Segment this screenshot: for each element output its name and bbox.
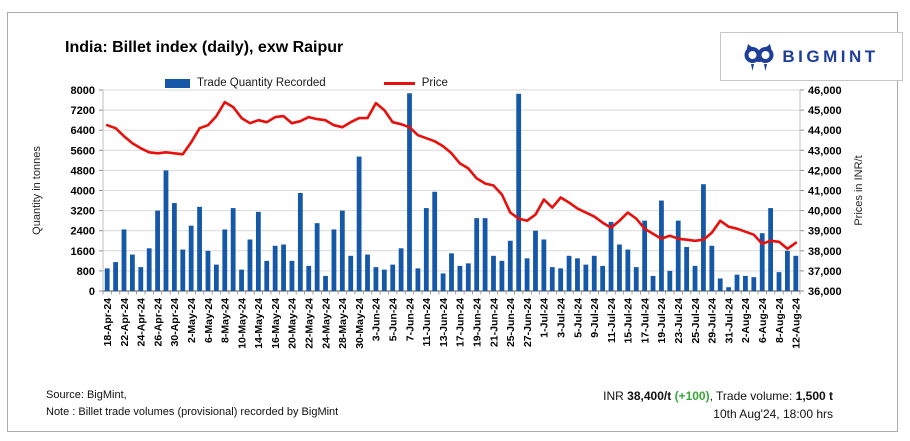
svg-text:12-Aug-24: 12-Aug-24	[791, 298, 803, 349]
svg-text:6-Aug-24: 6-Aug-24	[757, 298, 769, 343]
legend-item-trade-quantity: Trade Quantity Recorded	[165, 77, 326, 89]
svg-text:2400: 2400	[71, 226, 95, 238]
svg-text:16-May-24: 16-May-24	[270, 298, 282, 349]
svg-text:5-Jul-24: 5-Jul-24	[572, 298, 584, 338]
svg-text:8000: 8000	[71, 85, 95, 97]
svg-text:15-Jul-24: 15-Jul-24	[623, 298, 635, 344]
note-line: Note : Billet trade volumes (provisional…	[46, 406, 339, 418]
svg-text:29-Jul-24: 29-Jul-24	[707, 298, 719, 344]
bar-series-swatch	[165, 78, 190, 88]
svg-text:800: 800	[77, 266, 95, 278]
svg-text:Prices in INR/t: Prices in INR/t	[853, 155, 865, 225]
svg-text:25-Jun-24: 25-Jun-24	[505, 298, 517, 347]
svg-text:19-Jul-24: 19-Jul-24	[656, 298, 668, 344]
svg-text:3-Jun-24: 3-Jun-24	[371, 298, 383, 341]
bigmint-logo: BIGMINT	[720, 32, 903, 81]
svg-text:10-May-24: 10-May-24	[236, 298, 248, 349]
svg-text:42,000: 42,000	[808, 165, 842, 177]
svg-text:22-May-24: 22-May-24	[304, 298, 316, 349]
svg-text:46,000: 46,000	[808, 85, 842, 97]
price-line: INR 38,400/t (+100), Trade volume: 1,500…	[603, 389, 833, 403]
svg-text:4000: 4000	[71, 186, 95, 198]
svg-text:4800: 4800	[71, 165, 95, 177]
timestamp: 10th Aug'24, 18:00 hrs	[713, 407, 833, 421]
svg-text:20-May-24: 20-May-24	[287, 298, 299, 349]
svg-text:7-Jun-24: 7-Jun-24	[404, 298, 416, 341]
svg-text:5600: 5600	[71, 145, 95, 157]
svg-text:38,000: 38,000	[808, 246, 842, 258]
svg-text:41,000: 41,000	[808, 186, 842, 198]
line-series-swatch	[383, 81, 415, 85]
svg-text:39,000: 39,000	[808, 226, 842, 238]
svg-text:30-Apr-24: 30-Apr-24	[169, 298, 181, 347]
svg-text:45,000: 45,000	[808, 105, 842, 117]
svg-text:8-Aug-24: 8-Aug-24	[774, 298, 786, 343]
chart-legend: Trade Quantity Recorded Price	[165, 77, 448, 89]
price-change: (+100)	[674, 389, 710, 403]
svg-text:1-Jul-24: 1-Jul-24	[539, 298, 551, 338]
svg-text:14-May-24: 14-May-24	[253, 298, 265, 349]
svg-text:36,000: 36,000	[808, 286, 842, 298]
svg-text:9-Jul-24: 9-Jul-24	[589, 298, 601, 338]
svg-text:3-Jul-24: 3-Jul-24	[556, 298, 568, 338]
svg-text:6-May-24: 6-May-24	[203, 298, 215, 343]
volume-value: 1,500 t	[795, 389, 833, 403]
svg-text:8-May-24: 8-May-24	[220, 298, 232, 343]
svg-text:31-Jul-24: 31-Jul-24	[723, 298, 735, 344]
billet-index-chart: 0 36,000 800 37,000 1600 38,000 2400 39,000 3200…	[31, 85, 865, 349]
svg-text:11-Jul-24: 11-Jul-24	[606, 298, 618, 343]
svg-text:43,000: 43,000	[808, 145, 842, 157]
svg-text:0: 0	[89, 286, 95, 298]
svg-text:3200: 3200	[71, 206, 95, 218]
bigmint-owl-icon	[744, 43, 774, 71]
source-note: Source: BigMint, Note : Billet trade vol…	[46, 387, 338, 421]
svg-text:Quantity in tonnes: Quantity in tonnes	[31, 146, 43, 235]
legend-label: Price	[421, 77, 448, 89]
svg-text:40,000: 40,000	[808, 206, 842, 218]
latest-price-summary: INR 38,400/t (+100), Trade volume: 1,500…	[603, 387, 833, 423]
svg-text:19-Jun-24: 19-Jun-24	[472, 298, 484, 347]
svg-text:21-Jun-24: 21-Jun-24	[488, 298, 500, 347]
svg-text:5-Jun-24: 5-Jun-24	[388, 298, 400, 341]
svg-text:44,000: 44,000	[808, 125, 842, 137]
svg-text:17-Jul-24: 17-Jul-24	[639, 298, 651, 344]
svg-text:18-Apr-24: 18-Apr-24	[102, 298, 114, 347]
legend-item-price: Price	[383, 77, 448, 89]
svg-text:13-Jun-24: 13-Jun-24	[438, 298, 450, 347]
svg-text:28-May-24: 28-May-24	[337, 298, 349, 349]
svg-text:22-Apr-24: 22-Apr-24	[119, 298, 131, 347]
svg-text:24-Apr-24: 24-Apr-24	[136, 298, 148, 347]
brand-wordmark: BIGMINT	[782, 46, 879, 66]
chart-frame: India: Billet index (daily), exw Raipur …	[7, 12, 903, 432]
svg-text:2-Aug-24: 2-Aug-24	[740, 298, 752, 343]
svg-text:30-May-24: 30-May-24	[354, 298, 366, 349]
svg-text:6400: 6400	[71, 125, 95, 137]
svg-text:37,000: 37,000	[808, 266, 842, 278]
svg-text:26-Apr-24: 26-Apr-24	[152, 298, 164, 347]
svg-text:7200: 7200	[71, 105, 95, 117]
price-value: 38,400/t	[627, 389, 672, 403]
svg-text:25-Jul-24: 25-Jul-24	[690, 298, 702, 344]
source-line: Source: BigMint,	[46, 389, 127, 401]
svg-text:2-May-24: 2-May-24	[186, 298, 198, 343]
svg-text:24-May-24: 24-May-24	[320, 298, 332, 349]
page-title: India: Billet index (daily), exw Raipur	[65, 39, 344, 56]
legend-label: Trade Quantity Recorded	[197, 77, 326, 89]
svg-text:27-Jun-24: 27-Jun-24	[522, 298, 534, 347]
svg-text:1600: 1600	[71, 246, 95, 258]
svg-text:17-Jun-24: 17-Jun-24	[455, 298, 467, 347]
svg-text:11-Jun-24: 11-Jun-24	[421, 298, 433, 347]
svg-text:23-Jul-24: 23-Jul-24	[673, 298, 685, 344]
